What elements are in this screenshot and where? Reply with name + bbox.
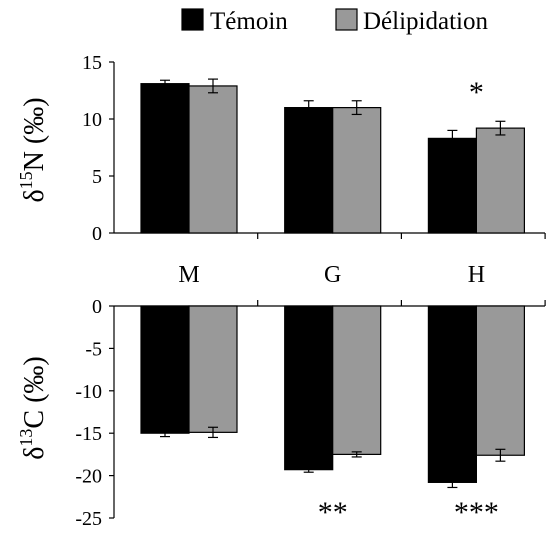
y-tick-label: -5: [85, 338, 102, 360]
bar-m-series-1: [188, 85, 238, 234]
bar-g-series-1: [332, 305, 382, 455]
y-tick-label: 0: [92, 223, 102, 245]
y-tick-label: -20: [75, 466, 102, 488]
y-label-prefix: δ: [19, 447, 50, 460]
y-tick-label: 0: [92, 296, 102, 318]
category-label-g: G: [324, 262, 341, 288]
legend-swatch-delipidation: [335, 8, 358, 31]
significance-marker: ***: [454, 496, 499, 529]
bar-h-series-1: [475, 305, 525, 456]
significance-marker: *: [469, 76, 484, 109]
bar-h-series-1: [475, 127, 525, 234]
category-label-h: H: [468, 262, 485, 288]
bar-g-series-1: [332, 106, 382, 234]
y-label-superscript: 13: [16, 429, 36, 447]
bar-g-series-0: [284, 305, 334, 471]
y-tick-label: -10: [75, 381, 102, 403]
y-tick-label: 15: [82, 52, 102, 74]
bar-m-series-1: [188, 305, 238, 433]
bar-h-series-0: [427, 305, 477, 483]
y-label-prefix: δ: [19, 189, 50, 202]
bar-g-series-0: [284, 106, 334, 234]
legend: Témoin Délipidation: [181, 8, 488, 35]
legend-label-delipidation: Délipidation: [363, 8, 488, 35]
significance-marker: **: [318, 496, 348, 529]
bar-m-series-0: [140, 305, 190, 434]
chart-delta13c: δ13C (‰) 0-5-10-15-20-25 ** ***: [16, 296, 546, 530]
bar-m-series-0: [140, 83, 190, 234]
y-axis-label-delta15n: δ15N (‰): [16, 97, 50, 202]
legend-label-temoin: Témoin: [210, 8, 288, 35]
y-axis-label-delta13c: δ13C (‰): [16, 356, 50, 460]
y-tick-label: -15: [75, 423, 102, 445]
y-tick-label: 10: [82, 109, 102, 131]
legend-swatch-temoin: [181, 8, 204, 31]
y-label-suffix: N (‰): [19, 97, 50, 171]
y-tick-label: -25: [75, 508, 102, 530]
y-tick-label: 5: [92, 166, 102, 188]
y-label-superscript: 15: [16, 171, 36, 189]
category-label-m: M: [178, 262, 199, 288]
bar-h-series-0: [427, 137, 477, 234]
y-label-suffix: C (‰): [19, 356, 50, 428]
